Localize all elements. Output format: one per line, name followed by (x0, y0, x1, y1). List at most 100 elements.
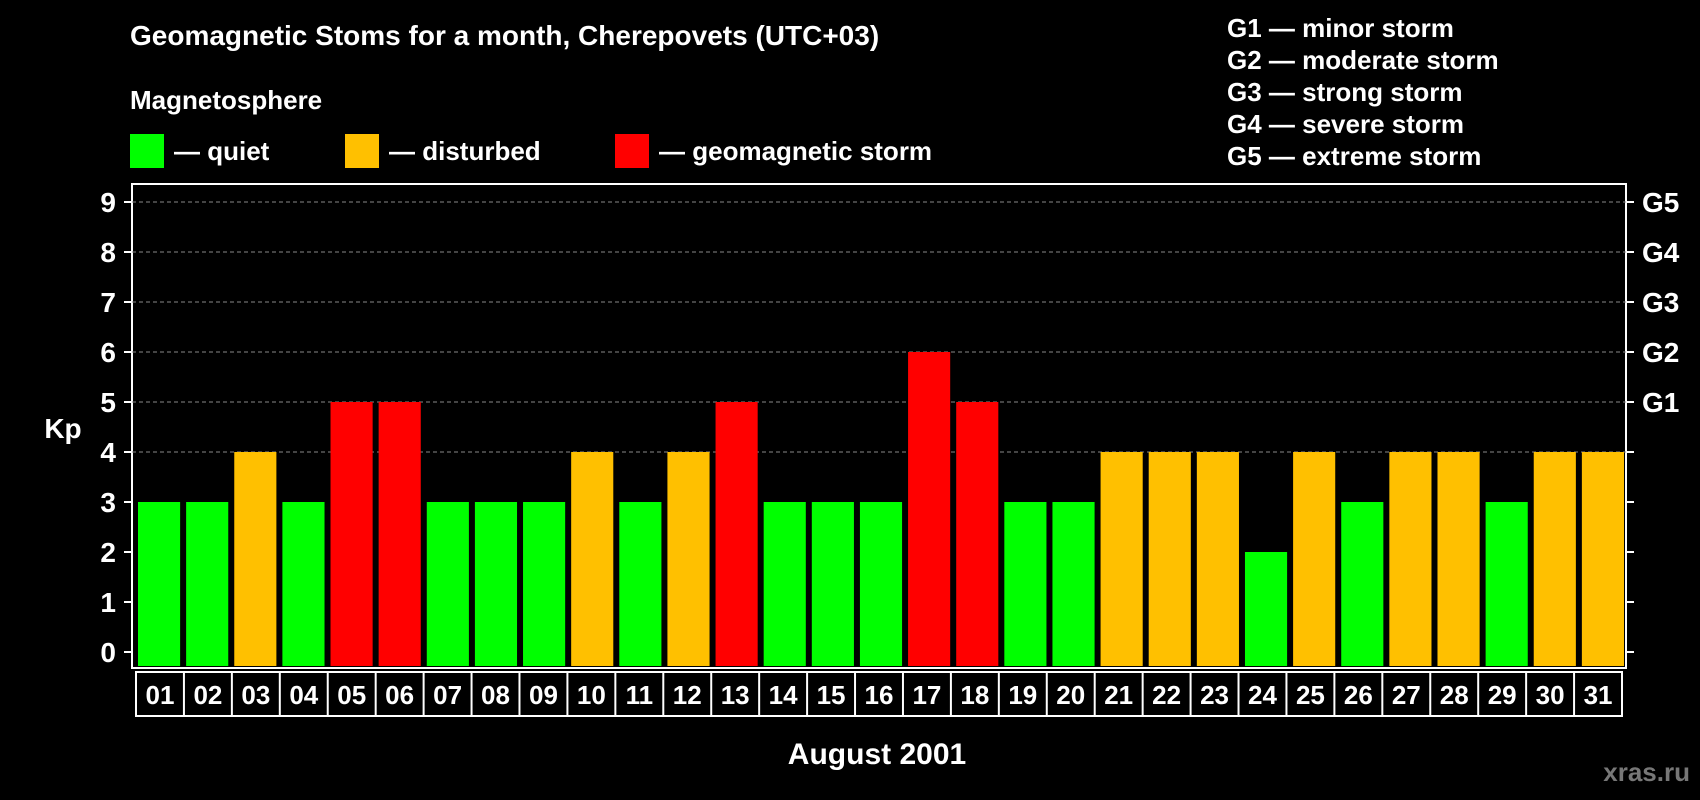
bar-13 (715, 402, 758, 666)
x-tick-label: 03 (241, 680, 270, 710)
watermark: xras.ru (1603, 757, 1690, 787)
x-tick-label: 14 (769, 680, 798, 710)
y-tick-label: 0 (100, 637, 116, 668)
legend-heading: Magnetosphere (130, 85, 323, 115)
legend-label-disturbed: — disturbed (389, 135, 541, 166)
bar-09 (523, 502, 566, 666)
x-tick-label: 30 (1536, 680, 1565, 710)
legend-item-disturbed: — disturbed (345, 134, 541, 168)
bar-04 (282, 502, 325, 666)
g-level-1: G1 — minor storm (1227, 13, 1454, 43)
bar-18 (956, 402, 999, 666)
y-tick-label: 1 (100, 587, 116, 618)
g-level-2: G2 — moderate storm (1227, 45, 1499, 75)
x-tick-label: 16 (865, 680, 894, 710)
bar-15 (811, 502, 854, 666)
bar-22 (1148, 452, 1191, 666)
bar-31 (1581, 452, 1624, 666)
x-tick-label: 29 (1488, 680, 1517, 710)
bar-01 (138, 502, 181, 666)
y-tick-label: 5 (100, 387, 116, 418)
g-tick-label: G5 (1642, 187, 1679, 218)
g-level-legend: G1 — minor storm G2 — moderate storm G3 … (1227, 12, 1499, 172)
bar-17 (908, 352, 951, 666)
bar-05 (330, 402, 373, 666)
bar-24 (1244, 552, 1288, 666)
x-tick-label: 31 (1584, 680, 1613, 710)
bar-20 (1052, 502, 1095, 666)
chart-title: Geomagnetic Stoms for a month, Cherepove… (130, 20, 880, 51)
bar-23 (1196, 452, 1239, 666)
bar-27 (1389, 452, 1432, 666)
x-tick-label: 01 (146, 680, 175, 710)
bar-14 (763, 502, 806, 666)
x-axis-label: August 2001 (788, 738, 966, 771)
y-tick-label: 6 (100, 337, 116, 368)
x-tick-label: 11 (626, 680, 654, 710)
bar-06 (378, 402, 421, 666)
legend-item-quiet: — quiet (130, 134, 269, 168)
category-row (135, 671, 1623, 717)
x-tick-label: 04 (289, 680, 318, 710)
bar-25 (1293, 452, 1336, 666)
y-tick-label: 9 (100, 187, 116, 218)
bar-30 (1533, 452, 1576, 666)
bar-12 (667, 452, 710, 666)
bar-26 (1341, 502, 1384, 666)
g-tick-label: G2 (1642, 337, 1679, 368)
bar-10 (571, 452, 614, 666)
g-level-3: G3 — strong storm (1227, 77, 1463, 107)
x-tick-label: 15 (817, 680, 846, 710)
bar-08 (474, 502, 518, 666)
x-tick-label: 22 (1152, 680, 1181, 710)
x-tick-label: 26 (1344, 680, 1373, 710)
y-tick-label: 7 (100, 287, 116, 318)
legend-swatch-storm (615, 134, 649, 168)
bar-19 (1004, 502, 1047, 666)
y-axis-label: Kp (44, 413, 81, 444)
y-tick-label: 8 (100, 237, 116, 268)
bar-21 (1100, 452, 1143, 666)
bar-16 (859, 502, 903, 666)
y-tick-label: 4 (100, 437, 116, 468)
x-tick-label: 10 (577, 680, 606, 710)
x-tick-label: 06 (385, 680, 414, 710)
y-tick-label: 3 (100, 487, 116, 518)
x-tick-label: 21 (1104, 680, 1133, 710)
x-tick-label: 05 (337, 680, 366, 710)
bar-07 (426, 502, 469, 666)
x-tick-label: 24 (1248, 680, 1277, 710)
plot-frame (131, 183, 1627, 669)
legend-swatch-disturbed (345, 134, 379, 168)
legend-item-storm: — geomagnetic storm (615, 134, 932, 168)
bar-11 (619, 502, 662, 666)
legend-label-storm: — geomagnetic storm (659, 135, 933, 166)
y-tick-label: 2 (100, 537, 116, 568)
x-tick-label: 02 (193, 680, 222, 710)
x-tick-label: 18 (960, 680, 989, 710)
x-tick-label: 27 (1392, 680, 1421, 710)
g-tick-label: G3 (1642, 287, 1679, 318)
x-tick-label: 09 (529, 680, 558, 710)
x-tick-label: 07 (433, 680, 462, 710)
x-tick-label: 28 (1440, 680, 1469, 710)
x-tick-label: 19 (1008, 680, 1037, 710)
bar-29 (1485, 502, 1528, 666)
g-tick-label: G1 (1642, 387, 1679, 418)
x-tick-label: 13 (721, 680, 750, 710)
x-tick-label: 25 (1296, 680, 1325, 710)
bar-03 (234, 452, 277, 666)
bar-28 (1437, 452, 1480, 666)
x-tick-label: 23 (1200, 680, 1229, 710)
x-tick-label: 08 (481, 680, 510, 710)
x-tick-label: 12 (673, 680, 702, 710)
x-tick-label: 20 (1056, 680, 1085, 710)
g-tick-label: G4 (1642, 237, 1680, 268)
g-level-4: G4 — severe storm (1227, 109, 1465, 139)
g-level-5: G5 — extreme storm (1227, 141, 1482, 171)
x-tick-label: 17 (912, 680, 941, 710)
legend-swatch-quiet (130, 134, 164, 168)
legend-label-quiet: — quiet (174, 135, 270, 166)
bar-02 (186, 502, 229, 666)
